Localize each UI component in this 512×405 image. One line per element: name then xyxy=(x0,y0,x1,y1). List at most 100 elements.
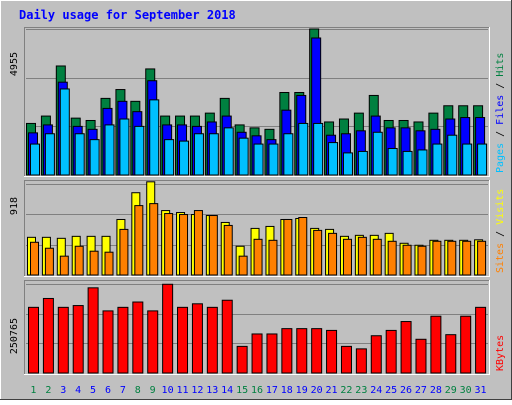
y-max-label: 4955 xyxy=(9,52,20,76)
bar-sites-day-undefined xyxy=(417,245,427,276)
bar-kbytes-day-undefined xyxy=(445,334,457,374)
bar-kbytes-day-undefined xyxy=(236,345,248,374)
bar-sites-day-undefined xyxy=(223,224,233,276)
bar-kbytes-day-undefined xyxy=(28,306,39,374)
x-tick-label-27: 27 xyxy=(415,385,427,396)
bar-kbytes-day-undefined xyxy=(57,306,69,374)
bar-sites-day-undefined xyxy=(30,241,39,276)
bar-pages-day-26 xyxy=(402,150,413,176)
bar-pages-day-5 xyxy=(89,139,100,176)
bar-pages-day-1 xyxy=(30,143,40,176)
x-tick-label-26: 26 xyxy=(400,385,412,396)
bar-sites-day-undefined xyxy=(59,255,69,276)
chart-panels: 4955 Pages / Files / Hits 918 Sites / Visit… xyxy=(9,27,506,375)
bar-pages-day-9 xyxy=(149,99,160,176)
right-legend: Pages / Files / Hits xyxy=(495,53,506,173)
bar-kbytes-day-undefined xyxy=(251,333,263,374)
legend-hits: Hits xyxy=(495,53,506,77)
x-tick-label-30: 30 xyxy=(460,385,472,396)
legend-files: Files xyxy=(495,95,506,125)
bar-kbytes-day-undefined xyxy=(221,299,233,374)
bar-pages-day-31 xyxy=(477,143,488,176)
x-tick-label-12: 12 xyxy=(191,385,203,396)
bar-sites-day-undefined xyxy=(432,240,442,276)
bar-sites-day-undefined xyxy=(357,236,367,276)
x-tick-label-16: 16 xyxy=(251,385,263,396)
bar-pages-day-20 xyxy=(313,122,324,176)
x-tick-label-9: 9 xyxy=(150,385,156,396)
bar-pages-day-27 xyxy=(417,149,428,176)
x-tick-label-14: 14 xyxy=(221,385,233,396)
x-tick-label-23: 23 xyxy=(355,385,367,396)
bar-pages-day-29 xyxy=(447,134,458,176)
bar-pages-day-4 xyxy=(74,133,85,176)
bar-kbytes-day-undefined xyxy=(475,306,487,374)
x-tick-label-11: 11 xyxy=(176,385,188,396)
bar-pages-day-19 xyxy=(298,122,309,176)
bar-sites-day-undefined xyxy=(238,255,248,276)
bar-kbytes-day-undefined xyxy=(326,329,338,374)
bar-kbytes-day-undefined xyxy=(132,301,144,374)
bar-kbytes-day-undefined xyxy=(87,287,99,374)
x-tick-label-15: 15 xyxy=(236,385,248,396)
chart-title: Daily usage for September 2018 xyxy=(19,8,236,22)
x-tick-label-8: 8 xyxy=(135,385,141,396)
bar-kbytes-day-undefined xyxy=(72,305,84,374)
bar-pages-day-16 xyxy=(253,143,264,176)
legend-kbytes: KBytes xyxy=(495,335,506,371)
bar-sites-day-undefined xyxy=(462,240,472,276)
bar-kbytes-day-undefined xyxy=(177,306,189,374)
x-tick-label-1: 1 xyxy=(30,385,36,396)
bar-sites-day-undefined xyxy=(447,240,457,276)
bar-kbytes-day-undefined xyxy=(266,333,278,374)
bar-pages-day-10 xyxy=(164,139,175,176)
bar-kbytes-day-undefined xyxy=(42,297,54,374)
x-tick-label-3: 3 xyxy=(60,385,66,396)
bar-kbytes-day-undefined xyxy=(311,328,323,374)
bar-pages-day-24 xyxy=(372,131,383,176)
x-tick-label-5: 5 xyxy=(90,385,96,396)
bar-kbytes-day-undefined xyxy=(340,345,352,374)
bar-kbytes-day-undefined xyxy=(281,328,293,374)
chart-panel-1: 4955 Pages / Files / Hits xyxy=(9,27,506,177)
bar-sites-day-undefined xyxy=(44,247,54,276)
x-tick-label-13: 13 xyxy=(206,385,218,396)
bar-kbytes-day-undefined xyxy=(370,335,382,374)
legend-separator: / xyxy=(495,225,506,243)
x-tick-label-18: 18 xyxy=(281,385,293,396)
bar-kbytes-day-undefined xyxy=(147,310,159,374)
bar-sites-day-undefined xyxy=(342,238,352,276)
bar-sites-day-undefined xyxy=(164,213,174,276)
x-tick-label-21: 21 xyxy=(325,385,337,396)
x-tick-label-10: 10 xyxy=(162,385,174,396)
bar-pages-day-2 xyxy=(44,133,55,176)
x-tick-label-28: 28 xyxy=(430,385,442,396)
x-tick-label-17: 17 xyxy=(266,385,278,396)
bar-pages-day-21 xyxy=(328,142,339,176)
x-tick-label-29: 29 xyxy=(445,385,457,396)
legend-sites: Sites xyxy=(495,243,506,273)
x-tick-label-25: 25 xyxy=(385,385,397,396)
x-tick-label-7: 7 xyxy=(120,385,126,396)
x-tick-label-2: 2 xyxy=(45,385,51,396)
legend-visits: Visits xyxy=(495,189,506,225)
bar-kbytes-day-undefined xyxy=(400,321,412,374)
bar-pages-day-23 xyxy=(357,150,368,176)
right-legend: KBytes xyxy=(495,335,506,371)
bar-sites-day-undefined xyxy=(253,238,263,276)
bar-pages-day-28 xyxy=(432,143,443,176)
legend-pages: Pages xyxy=(495,143,506,173)
x-tick-label-6: 6 xyxy=(105,385,111,396)
bar-kbytes-day-undefined xyxy=(355,348,367,374)
bar-pages-day-18 xyxy=(283,133,294,176)
bar-pages-day-14 xyxy=(223,127,234,176)
bar-pages-day-22 xyxy=(342,152,353,176)
x-tick-label-20: 20 xyxy=(311,385,323,396)
bar-kbytes-day-undefined xyxy=(102,310,114,374)
x-axis-labels: 1 2 3 4 5 6 7 8 9 10 11 12 13 14 15 16 17 18 19 20 21 22 23 24 2… xyxy=(30,385,486,396)
bar-sites-day-undefined xyxy=(149,203,159,276)
bar-sites-day-undefined xyxy=(193,210,203,276)
bar-sites-day-undefined xyxy=(372,238,382,276)
